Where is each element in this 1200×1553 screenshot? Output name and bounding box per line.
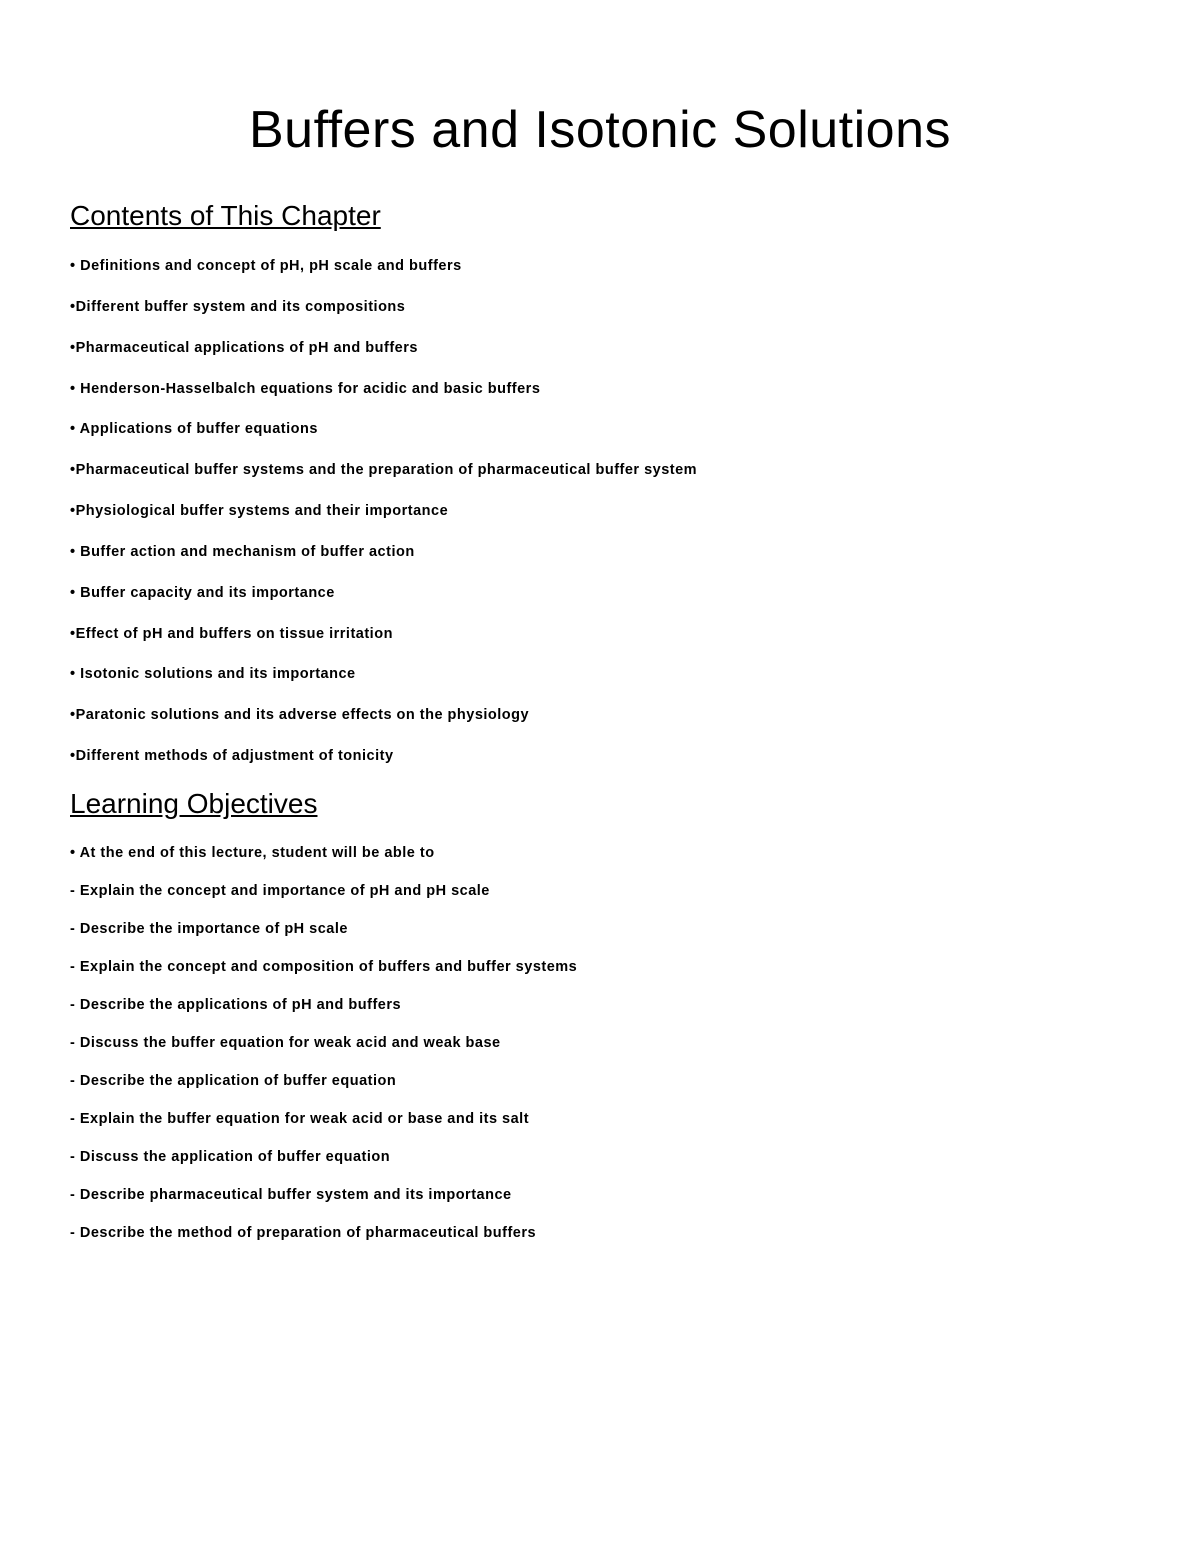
list-item: •Physiological buffer systems and their … (70, 502, 1130, 521)
list-item: • Buffer action and mechanism of buffer … (70, 543, 1130, 562)
list-item: •Pharmaceutical buffer systems and the p… (70, 461, 1130, 480)
list-item: •Paratonic solutions and its adverse eff… (70, 706, 1130, 725)
list-item: • Definitions and concept of pH, pH scal… (70, 257, 1130, 276)
objective-item: - Discuss the buffer equation for weak a… (70, 1035, 1130, 1051)
objective-item: - Describe pharmaceutical buffer system … (70, 1187, 1130, 1203)
objectives-heading: Learning Objectives (70, 788, 1130, 820)
list-item: • Buffer capacity and its importance (70, 584, 1130, 603)
objective-item: - Explain the concept and importance of … (70, 883, 1130, 899)
contents-list: • Definitions and concept of pH, pH scal… (70, 257, 1130, 766)
objectives-list: - Explain the concept and importance of … (70, 883, 1130, 1241)
page-title: Buffers and Isotonic Solutions (70, 100, 1130, 160)
contents-heading: Contents of This Chapter (70, 200, 1130, 232)
list-item: •Effect of pH and buffers on tissue irri… (70, 625, 1130, 644)
list-item: • Isotonic solutions and its importance (70, 665, 1130, 684)
objective-item: - Describe the importance of pH scale (70, 921, 1130, 937)
list-item: •Different buffer system and its composi… (70, 298, 1130, 317)
objective-intro: • At the end of this lecture, student wi… (70, 845, 1130, 861)
list-item: • Applications of buffer equations (70, 420, 1130, 439)
list-item: •Pharmaceutical applications of pH and b… (70, 339, 1130, 358)
objective-item: - Describe the method of preparation of … (70, 1225, 1130, 1241)
objective-item: - Describe the applications of pH and bu… (70, 997, 1130, 1013)
list-item: • Henderson-Hasselbalch equations for ac… (70, 380, 1130, 399)
list-item: •Different methods of adjustment of toni… (70, 747, 1130, 766)
objective-item: - Discuss the application of buffer equa… (70, 1149, 1130, 1165)
objective-item: - Explain the buffer equation for weak a… (70, 1111, 1130, 1127)
objective-item: - Describe the application of buffer equ… (70, 1073, 1130, 1089)
objective-item: - Explain the concept and composition of… (70, 959, 1130, 975)
